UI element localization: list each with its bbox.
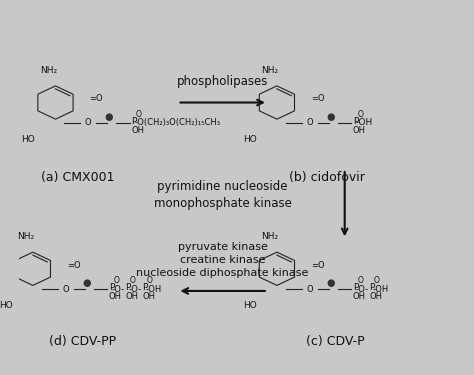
Text: =O: =O [311,94,324,104]
Text: HO: HO [0,301,13,310]
Text: =O: =O [67,261,81,270]
Text: ●: ● [326,112,335,122]
Text: ●: ● [82,278,91,288]
Text: pyruvate kinase
creatine kinase
nucleoside diphosphate kinase: pyruvate kinase creatine kinase nucleosi… [137,242,309,278]
Text: OH: OH [353,126,366,135]
Text: NH₂: NH₂ [40,66,57,75]
Text: P: P [142,283,147,292]
Text: O: O [130,276,136,285]
Text: P: P [370,283,375,292]
Text: O: O [374,276,380,285]
Text: HO: HO [22,135,36,144]
Text: O: O [62,285,69,294]
Text: =O: =O [311,261,324,270]
Text: (c) CDV-P: (c) CDV-P [306,335,365,348]
Text: NH₂: NH₂ [262,232,279,241]
Text: (d) CDV-PP: (d) CDV-PP [49,335,116,348]
Text: O: O [113,276,119,285]
Text: P: P [109,283,114,292]
Text: O: O [85,118,91,128]
Text: OH: OH [131,126,145,135]
Text: OH: OH [142,292,155,301]
Text: P: P [353,117,358,126]
Text: ●: ● [105,112,113,122]
Text: ●: ● [326,278,335,288]
Text: -OH: -OH [373,285,389,294]
Text: -O(CH₂)₃O(CH₂)₁₅CH₃: -O(CH₂)₃O(CH₂)₁₅CH₃ [135,118,220,128]
Text: =O: =O [90,94,103,104]
Text: O: O [147,276,153,285]
Text: pyrimidine nucleoside
monophosphate kinase: pyrimidine nucleoside monophosphate kina… [154,180,292,210]
Text: OH: OH [353,292,366,301]
Text: O: O [357,276,363,285]
Text: OH: OH [109,292,122,301]
Text: O: O [136,110,142,119]
Text: NH₂: NH₂ [262,66,279,75]
Text: HO: HO [243,301,257,310]
Text: O: O [306,118,313,128]
Text: NH₂: NH₂ [18,232,35,241]
Text: -O-: -O- [112,285,125,294]
Text: (b) cidofovir: (b) cidofovir [289,171,365,184]
Text: -O-: -O- [356,285,369,294]
Text: P: P [131,117,137,126]
Text: -OH: -OH [146,285,162,294]
Text: O: O [306,285,313,294]
Text: OH: OH [370,292,383,301]
Text: OH: OH [126,292,138,301]
Text: HO: HO [243,135,257,144]
Text: P: P [126,283,131,292]
Text: phospholipases: phospholipases [177,75,268,88]
Text: -OH: -OH [356,118,373,128]
Text: -O-: -O- [128,285,142,294]
Text: O: O [357,110,363,119]
Text: P: P [353,283,358,292]
Text: (a) CMX001: (a) CMX001 [41,171,115,184]
